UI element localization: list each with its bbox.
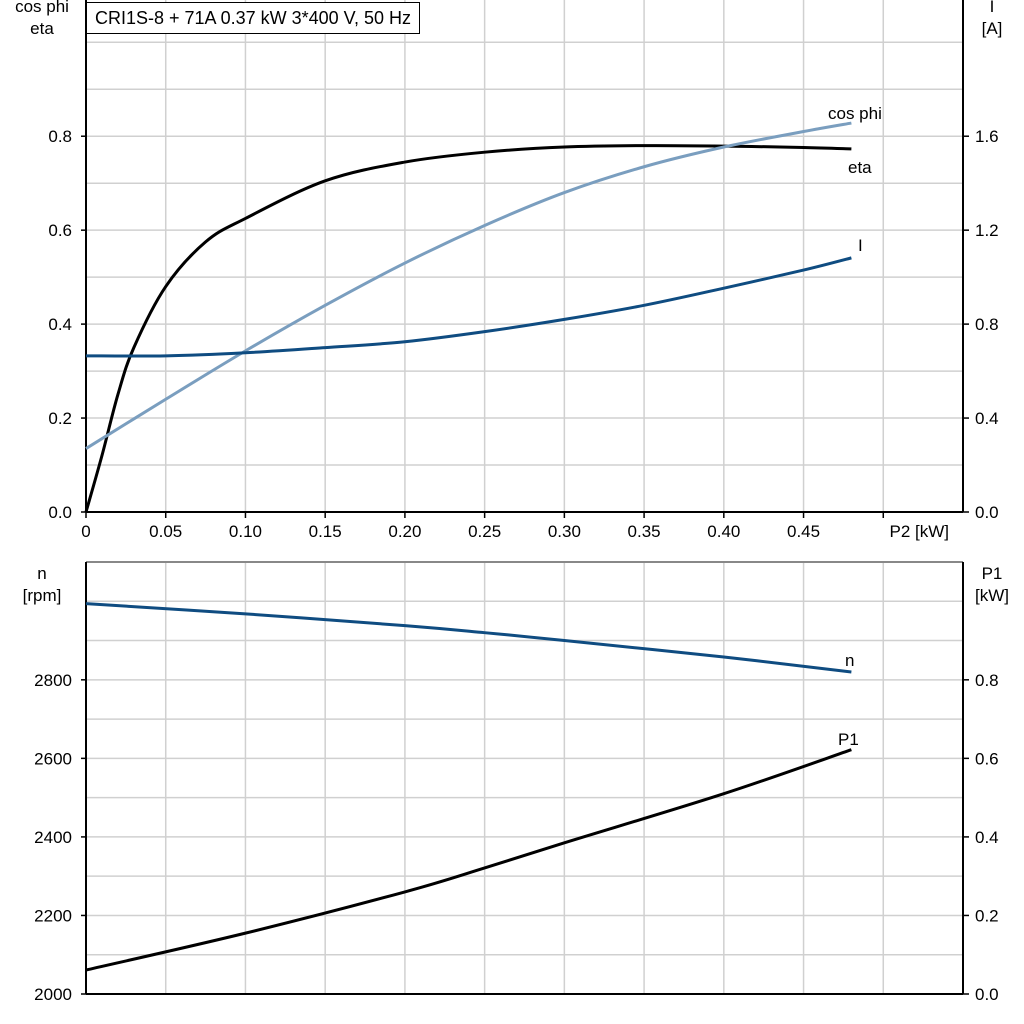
y-tick-label-right: 0.8 [975,671,999,690]
y-tick-label-right: 0.8 [975,315,999,334]
x-tick-label: 0.40 [707,522,740,541]
y-tick-label-left: 2400 [34,828,72,847]
series-label-n: n [845,651,854,670]
y-tick-label-left: 2800 [34,671,72,690]
x-axis-label: P2 [kW] [890,522,950,541]
y-tick-label-right: 0.0 [975,503,999,522]
y-tick-label-right: 0.4 [975,828,999,847]
y-tick-label-left: 2200 [34,906,72,925]
y-tick-label-right: 0.6 [975,749,999,768]
chart-title: CRI1S-8 + 71A 0.37 kW 3*400 V, 50 Hz [86,2,421,34]
series-line-n [85,602,852,674]
series-line-i [85,256,852,358]
x-tick-label: 0.25 [468,522,501,541]
y-tick-label-right: 0.0 [975,985,999,1004]
series-label-i: I [858,236,863,255]
y-tick-label-left: 2600 [34,749,72,768]
y-axis-label-left: eta [30,19,54,38]
y-tick-label-left: 0.8 [48,127,72,146]
y-axis-label-right: I [990,0,995,16]
y-axis-label-left: [rpm] [23,586,62,605]
y-tick-label-left: 2000 [34,985,72,1004]
x-tick-label: 0.45 [787,522,820,541]
series-line-eta [84,144,852,513]
x-tick-label: 0 [81,522,90,541]
x-tick-label: 0.05 [149,522,182,541]
y-tick-label-right: 1.2 [975,221,999,240]
series-line-cos-phi [85,121,852,450]
x-tick-label: 0.10 [229,522,262,541]
x-tick-label: 0.35 [628,522,661,541]
series-line-p1 [85,748,852,972]
x-tick-label: 0.30 [548,522,581,541]
y-axis-label-right: [kW] [975,586,1009,605]
y-tick-label-left: 0.0 [48,503,72,522]
y-axis-label-left: n [37,564,46,583]
series-label-cos-phi: cos phi [828,104,882,123]
y-tick-label-right: 1.6 [975,127,999,146]
y-axis-label-right: [A] [982,19,1003,38]
y-axis-label-left: cos phi [15,0,69,16]
y-tick-label-left: 0.4 [48,315,72,334]
x-tick-label: 0.20 [388,522,421,541]
x-tick-label: 0.15 [309,522,342,541]
y-tick-label-right: 0.2 [975,906,999,925]
y-tick-label-left: 0.2 [48,409,72,428]
y-axis-label-right: P1 [982,564,1003,583]
y-tick-label-right: 0.4 [975,409,999,428]
y-tick-label-left: 0.6 [48,221,72,240]
series-label-p1: P1 [838,730,859,749]
series-label-eta: eta [848,158,872,177]
